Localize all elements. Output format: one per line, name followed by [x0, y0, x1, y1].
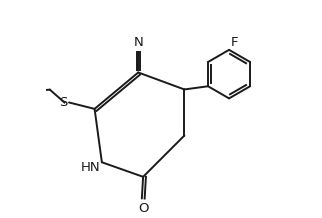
Text: S: S — [59, 96, 68, 109]
Text: HN: HN — [81, 161, 100, 174]
Text: F: F — [231, 36, 239, 49]
Text: O: O — [138, 202, 148, 215]
Text: N: N — [133, 36, 143, 49]
